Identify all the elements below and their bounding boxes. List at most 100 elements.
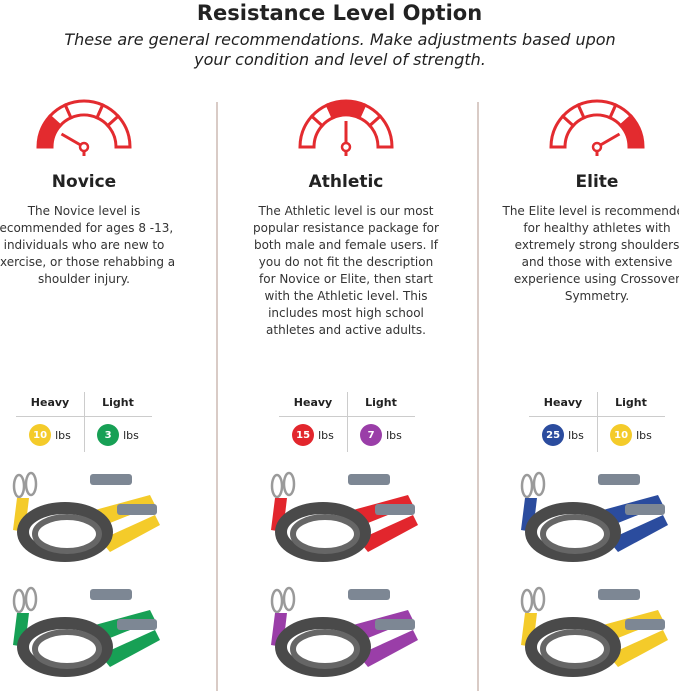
band-image-heavy — [12, 471, 160, 562]
band-handle — [90, 474, 132, 485]
gauge-pivot — [591, 141, 603, 153]
carabiner — [532, 586, 546, 612]
band-handle — [598, 474, 640, 485]
band-tube — [275, 502, 371, 562]
unit: lbs — [568, 428, 584, 442]
carabiner — [24, 586, 38, 612]
gauge-segment — [105, 114, 132, 149]
band-handle — [625, 504, 665, 515]
unit: lbs — [55, 428, 71, 442]
heavy-value: 15 lbs — [279, 424, 347, 446]
heavy-header: Heavy — [30, 396, 70, 409]
table-divider — [84, 392, 85, 452]
carabiner — [12, 588, 26, 614]
light-value: 7 lbs — [347, 424, 415, 446]
band-handle — [90, 589, 132, 600]
band-tube — [540, 629, 610, 669]
resistance-table: Heavy Light 25 lbs 10 lbs — [529, 392, 665, 452]
gauge-pivot — [78, 141, 90, 153]
band-handle — [598, 589, 640, 600]
heavy-value: 10 lbs — [16, 424, 84, 446]
carabiner — [270, 588, 284, 614]
unit: lbs — [386, 428, 402, 442]
unit: lbs — [636, 428, 652, 442]
level-description: The Athletic level is our most popular r… — [253, 204, 439, 337]
heavy-badge: 25 — [542, 424, 565, 446]
gauge-icon — [36, 99, 132, 156]
gauge-segment — [367, 114, 394, 149]
level-elite: Elite The Elite level is recommended for… — [487, 95, 679, 305]
level-description: The Elite level is recommended for healt… — [502, 204, 679, 303]
band-strap — [358, 515, 418, 552]
band-tube — [32, 629, 102, 669]
gauge-segment — [618, 114, 645, 149]
light-value: 10 lbs — [597, 424, 665, 446]
carabiner — [520, 473, 534, 499]
gauge-icon — [549, 99, 645, 156]
page-subtitle: These are general recommendations. Make … — [64, 30, 616, 69]
level-name: Elite — [575, 172, 619, 192]
band-tube — [275, 617, 371, 677]
band-tube — [32, 514, 102, 554]
band-tube — [290, 514, 360, 554]
heavy-header: Heavy — [543, 396, 583, 409]
band-tube — [17, 502, 113, 562]
band-tube — [540, 514, 610, 554]
band-handle — [375, 504, 415, 515]
band-strap — [100, 515, 160, 552]
resistance-table: Heavy Light 15 lbs 7 lbs — [279, 392, 415, 452]
unit: lbs — [123, 428, 139, 442]
band-tube — [525, 502, 621, 562]
column-divider — [216, 102, 218, 691]
page-title: Resistance Level Option — [196, 1, 483, 25]
band-handle — [117, 504, 157, 515]
band-handle — [375, 619, 415, 630]
gauge-needle — [60, 132, 82, 147]
unit: lbs — [318, 428, 334, 442]
light-badge: 10 — [610, 424, 633, 446]
band-strap — [608, 630, 668, 667]
gauge-needle — [599, 132, 621, 147]
light-header: Light — [102, 396, 134, 409]
heavy-badge: 10 — [29, 424, 52, 446]
band-image-light — [12, 586, 160, 677]
level-description: The Novice level is recommended for ages… — [0, 204, 176, 286]
table-divider — [347, 392, 348, 452]
carabiner — [532, 471, 546, 497]
carabiner — [282, 471, 296, 497]
column-divider — [477, 102, 479, 691]
band-image-heavy — [520, 471, 668, 562]
carabiner — [270, 473, 284, 499]
carabiner — [282, 586, 296, 612]
carabiner — [24, 471, 38, 497]
light-badge: 7 — [360, 424, 383, 446]
level-novice: Novice The Novice level is recommended f… — [0, 95, 194, 288]
band-tube — [290, 629, 360, 669]
band-image-light — [270, 586, 418, 677]
band-image-heavy — [270, 471, 418, 562]
level-name: Athletic — [308, 172, 384, 192]
band-handle — [348, 474, 390, 485]
band-image-light — [520, 586, 668, 677]
band-strap — [608, 515, 668, 552]
light-header: Light — [615, 396, 647, 409]
carabiner — [12, 473, 26, 499]
band-strap — [100, 630, 160, 667]
heavy-value: 25 lbs — [529, 424, 597, 446]
resistance-table: Heavy Light 10 lbs 3 lbs — [16, 392, 152, 452]
band-tube — [525, 617, 621, 677]
band-strap — [358, 630, 418, 667]
light-badge: 3 — [97, 424, 120, 446]
table-divider — [597, 392, 598, 452]
band-handle — [348, 589, 390, 600]
carabiner — [520, 588, 534, 614]
light-header: Light — [365, 396, 397, 409]
gauge-icon — [298, 99, 394, 156]
band-handle — [117, 619, 157, 630]
level-name: Novice — [51, 172, 117, 192]
gauge-pivot — [340, 141, 352, 153]
light-value: 3 lbs — [84, 424, 152, 446]
band-tube — [17, 617, 113, 677]
level-athletic: Athletic The Athletic level is our most … — [236, 95, 456, 339]
